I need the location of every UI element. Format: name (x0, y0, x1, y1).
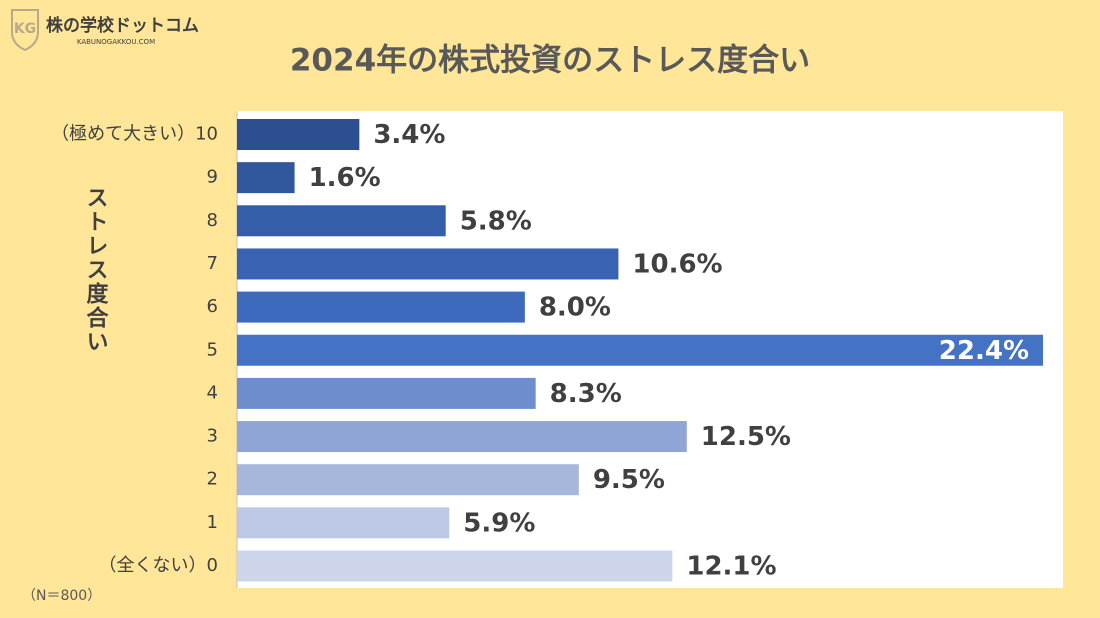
chart-title: 2024年の株式投資のストレス度合い (290, 43, 810, 79)
logo: KG 株の学校ドットコム KABUNOGAKKOU.COM (11, 9, 199, 52)
value-label: 9.5% (593, 465, 665, 495)
bar (237, 119, 360, 150)
value-label: 10.6% (632, 249, 722, 279)
brand-name: 株の学校ドットコム (46, 15, 199, 36)
y-tick-label: 1 (207, 512, 218, 533)
bar (237, 162, 295, 194)
y-tick-label: 7 (207, 253, 218, 274)
value-label: 8.3% (550, 379, 622, 409)
y-tick-label: 4 (207, 382, 218, 403)
bar (237, 291, 525, 323)
value-label: 5.9% (463, 508, 535, 538)
y-tick-label: （極めて大きい）10 (51, 124, 218, 145)
y-tick-label: 2 (207, 469, 218, 490)
bar (237, 248, 619, 280)
bar (237, 377, 536, 409)
logo-shield (11, 9, 39, 52)
y-tick-label: 3 (207, 426, 218, 447)
value-label: 12.5% (701, 422, 791, 452)
y-tick-label: （全くない）0 (99, 555, 218, 576)
y-tick-label: 8 (207, 210, 218, 231)
value-label: 12.1% (686, 552, 776, 582)
bar (237, 550, 673, 582)
value-label: 1.6% (309, 163, 381, 193)
bar (237, 334, 1043, 366)
note: （N＝800） (22, 588, 101, 604)
bar (237, 205, 446, 237)
bar (237, 507, 450, 539)
value-label: 3.4% (373, 120, 445, 150)
bar (237, 464, 579, 496)
brand-url: KABUNOGAKKOU.COM (77, 38, 155, 46)
y-tick-label: 6 (207, 296, 218, 317)
value-label: 5.8% (460, 206, 532, 236)
value-label: 8.0% (539, 293, 611, 323)
y-tick-label: 5 (207, 339, 218, 360)
y-axis-title: ストレス度合い (83, 186, 109, 354)
bar (237, 421, 687, 453)
logo-mark: KG (14, 21, 36, 37)
y-tick-label: 9 (207, 167, 218, 188)
value-label: 22.4% (939, 336, 1029, 366)
